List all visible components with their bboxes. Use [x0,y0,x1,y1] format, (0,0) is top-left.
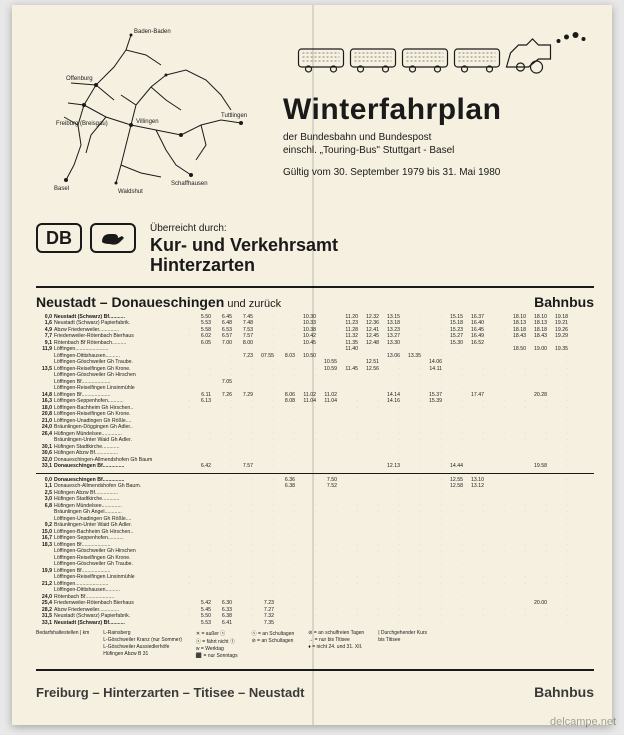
route-title-bold: Neustadt – Donaueschingen [36,294,224,310]
divider [36,286,594,288]
legend-item: ♦ = nicht 24. und 31. XII. [308,644,364,650]
logo-group: DB [36,223,136,253]
legend-item: ⬛ = nur Sonntags [196,653,238,659]
svg-text:Tuttlingen: Tuttlingen [221,113,247,119]
timetable-inbound: 0,0Donaueschingen Bf...............·····… [36,477,594,627]
legend-col-2: ✕ = außer ⓢⓢ = fährt nicht ①w = Werktag⬛… [196,630,238,659]
subtitle-2: einschl. „Touring-Bus" Stuttgart - Basel [283,144,594,157]
legend-item: L-Göschweiler Kranz (nur Sommer) [103,637,182,643]
route-title-light: und zurück [224,298,281,310]
route-title: Neustadt – Donaueschingen und zurück [36,294,281,310]
legend-item: ✕ = außer ⓢ [196,630,238,637]
divider-2 [36,669,594,671]
post-logo [90,223,136,253]
legend-item: ⓢ = fährt nicht ① [196,638,238,645]
svg-text:Offenburg: Offenburg [66,76,93,82]
legend-item: → = nur bis Titisee [308,637,364,643]
presented-label: Überreicht durch: [150,223,338,234]
main-title: Winterfahrplan [283,93,594,127]
presenter-row: DB Überreicht durch: Kur- und Verkehrsam… [36,223,594,276]
legend-item: ⊘ = an Schultagen [252,638,295,644]
svg-text:Freiburg (Breisgau): Freiburg (Breisgau) [56,121,108,127]
svg-text:Schaffhausen: Schaffhausen [171,181,208,187]
train-illustration [283,31,594,81]
network-map: Baden-Baden Offenburg Freiburg (Breisgau… [36,25,271,205]
presenter-text: Überreicht durch: Kur- und Verkehrsamt H… [150,223,338,276]
table-separator [36,473,594,474]
transport-mode: Bahnbus [534,294,594,310]
svg-text:Villingen: Villingen [136,119,159,125]
svg-text:Waldshut: Waldshut [118,189,143,195]
legend-item: L-Rainsberg [103,630,182,636]
timetable-outbound: 0,0Neustadt (Schwarz) Bf...........·5.50… [36,314,594,470]
legend-col-3: ⓢ = an Schultagen⊘ = an Schultagen [252,630,295,659]
table-row: 33,1Neustadt (Schwarz) Bf...........·5.5… [36,620,594,627]
legend-item: ⓢ = an Schultagen [252,630,295,637]
legend-col-1: L-RainsbergL-Göschweiler Kranz (nur Somm… [103,630,182,659]
legend-col-4: ⊘ = an schulfreien Tagen→ = nur bis Titi… [308,630,364,659]
legend-header-text: Bedarfshaltestellen | km [36,630,89,636]
header-section: Baden-Baden Offenburg Freiburg (Breisgau… [36,25,594,205]
legend-item: L-Göschweiler Aussiedlerhöfe [103,644,182,650]
legend-item: ⊘ = an schulfreien Tagen [308,630,364,636]
svg-text:Basel: Basel [54,186,69,192]
subtitle-1: der Bundesbahn und Bundespost [283,131,594,144]
bottom-route: Freiburg – Hinterzarten – Titisee – Neus… [36,685,305,700]
legend-item: | Durchgehender Kurs [378,630,427,636]
title-block: Winterfahrplan der Bundesbahn und Bundes… [283,25,594,205]
table-row: 33,1Donaueschingen Bf...............·6.4… [36,463,594,470]
bottom-route-header: Freiburg – Hinterzarten – Titisee – Neus… [36,677,594,700]
org-line-1: Kur- und Verkehrsamt [150,236,338,256]
bottom-mode: Bahnbus [534,684,594,700]
legend-header: Bedarfshaltestellen | km [36,630,89,659]
svg-text:Baden-Baden: Baden-Baden [134,29,171,35]
timetable-document: Baden-Baden Offenburg Freiburg (Breisgau… [12,5,612,725]
legend-item: w = Werktag [196,646,238,652]
watermark: delcampe.net [550,716,616,728]
legend-item: Hüfingen Abzw B 31 [103,651,182,657]
db-logo: DB [36,223,82,253]
org-line-2: Hinterzarten [150,256,338,276]
legend-col-5: | Durchgehender Kurs bis Titisee [378,630,427,659]
legend-item: bis Titisee [378,637,427,643]
validity-dates: Gültig vom 30. September 1979 bis 31. Ma… [283,167,594,178]
legend: Bedarfshaltestellen | km L-RainsbergL-Gö… [36,630,594,659]
route-header: Neustadt – Donaueschingen und zurück Bah… [36,294,594,310]
